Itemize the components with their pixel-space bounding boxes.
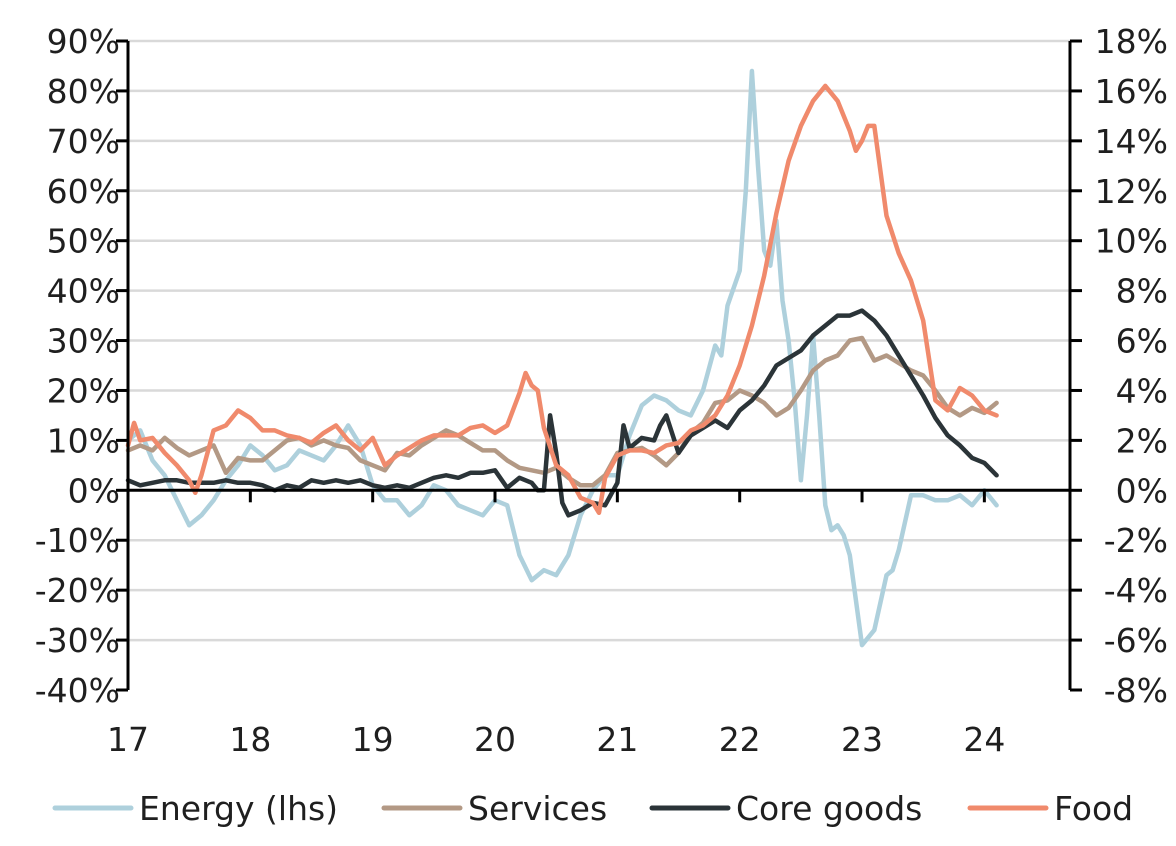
legend-label-2: Core goods xyxy=(736,789,922,828)
left-tick-label: -20% xyxy=(35,571,120,610)
left-tick-label: 50% xyxy=(47,222,120,261)
left-tick-label: 70% xyxy=(47,122,120,161)
x-tick-label: 23 xyxy=(841,720,883,759)
legend-label-0: Energy (lhs) xyxy=(139,789,338,828)
left-tick-label: 90% xyxy=(47,22,120,61)
right-tick-label: 10% xyxy=(1095,222,1168,261)
right-tick-label: -6% xyxy=(1104,621,1168,660)
right-tick-label: -8% xyxy=(1104,671,1168,710)
x-tick-label: 19 xyxy=(352,720,394,759)
right-tick-label: 16% xyxy=(1095,72,1168,111)
series-line-2 xyxy=(125,308,999,518)
left-tick-label: -30% xyxy=(35,621,120,660)
legend-label-1: Services xyxy=(468,789,607,828)
right-tick-label: 6% xyxy=(1116,322,1168,361)
legend-label-3: Food xyxy=(1054,789,1133,828)
left-tick-label: 60% xyxy=(47,172,120,211)
series-line-0 xyxy=(125,68,999,648)
x-tick-label: 24 xyxy=(963,720,1005,759)
x-tick-label: 22 xyxy=(719,720,761,759)
x-tick-label: 20 xyxy=(474,720,516,759)
right-tick-label: 18% xyxy=(1095,22,1168,61)
right-tick-label: -2% xyxy=(1104,521,1168,560)
left-tick-label: 10% xyxy=(47,421,120,460)
gridlines xyxy=(128,39,1070,642)
right-tick-label: 0% xyxy=(1116,471,1168,510)
series-line-1 xyxy=(125,335,999,488)
x-tick-label: 18 xyxy=(229,720,271,759)
right-tick-label: -4% xyxy=(1104,571,1168,610)
right-tick-label: 12% xyxy=(1095,172,1168,211)
x-tick-label: 21 xyxy=(596,720,638,759)
legend: Energy (lhs) Services Core goods Food xyxy=(52,789,1133,828)
right-tick-label: 8% xyxy=(1116,272,1168,311)
left-tick-label: 30% xyxy=(47,322,120,361)
left-tick-label: 80% xyxy=(47,72,120,111)
left-tick-label: 40% xyxy=(47,272,120,311)
axes: -40% -30% -20% -10% 0% 10% 20% 30% 40% 50% 60% 70% 8… xyxy=(35,22,1168,759)
left-tick-label: 20% xyxy=(47,371,120,410)
left-tick-label: -40% xyxy=(35,671,120,710)
right-tick-label: 14% xyxy=(1095,122,1168,161)
right-tick-label: 4% xyxy=(1116,371,1168,410)
left-tick-label: 0% xyxy=(68,471,120,510)
left-tick-label: -10% xyxy=(35,521,120,560)
series-line-3 xyxy=(125,83,999,516)
right-tick-label: 2% xyxy=(1116,421,1168,460)
x-tick-label: 17 xyxy=(107,720,149,759)
series-lines xyxy=(125,68,999,648)
